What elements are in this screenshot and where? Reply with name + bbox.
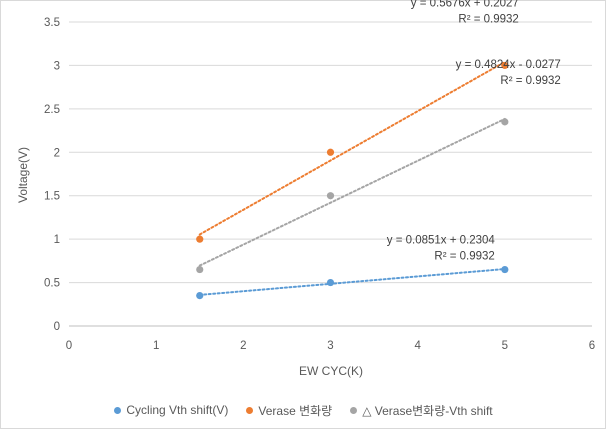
y-tick-label: 0 [54, 321, 60, 333]
legend-label: Cycling Vth shift(V) [126, 403, 229, 417]
y-tick-label: 2 [54, 147, 60, 159]
y-tick-label: 1 [54, 234, 60, 246]
y-tick-label: 2.5 [44, 104, 60, 116]
x-tick-label: 1 [153, 340, 159, 352]
x-tick-label: 2 [240, 340, 246, 352]
legend-marker-gray [350, 406, 358, 414]
trendline-annotations: y = 0.0851x + 0.2304 R² = 0.9932 y = 0.567… [387, 0, 561, 263]
x-tick-label: 0 [66, 340, 72, 352]
x-tick-label: 6 [589, 340, 595, 352]
x-tick-label: 4 [414, 340, 421, 352]
legend-item-verase-change: Verase 변화량 [246, 402, 332, 419]
y-tick-label: 0.5 [44, 278, 60, 290]
data-point [501, 118, 509, 126]
data-point [196, 235, 204, 243]
y-tick-label: 3 [54, 60, 60, 72]
legend: Cycling Vth shift(V) Verase 변화량 △ Verase… [0, 398, 607, 422]
y-axis-title: Voltage(V) [16, 147, 30, 203]
data-point [196, 265, 204, 274]
trendline [198, 117, 506, 267]
trendline-equation: y = 0.0851x + 0.2304 [387, 235, 496, 247]
x-axis-title: EW CYC(K) [299, 364, 363, 378]
trendlines [198, 60, 506, 296]
data-point [501, 265, 509, 274]
legend-marker-orange [246, 406, 254, 414]
trendline-equation: y = 0.4824x - 0.0277 [456, 59, 561, 71]
data-point [501, 61, 509, 70]
trendline-equation: y = 0.5676x + 0.2027 [411, 0, 519, 9]
trendline [198, 268, 506, 296]
data-point [326, 278, 335, 287]
legend-label: Verase 변화량 [258, 403, 333, 418]
legend-label: △ Verase변화량-Vth shift [362, 403, 493, 418]
trendline-r-squared: R² = 0.9932 [458, 13, 518, 25]
x-tick-label: 5 [502, 340, 508, 352]
data-point [326, 148, 335, 156]
trendline-r-squared: R² = 0.9932 [434, 251, 494, 263]
y-tick-label: 3.5 [44, 17, 60, 29]
legend-item-verase-minus-vth: △ Verase변화량-Vth shift [350, 402, 493, 419]
legend-item-cycling-vth-shift: Cycling Vth shift(V) [114, 403, 228, 417]
data-points [196, 61, 509, 300]
data-point [326, 192, 335, 200]
tick-labels: 0 0.5 1 1.5 2 2.5 3 3.5 0 1 2 3 4 5 6 [44, 17, 595, 352]
x-tick-label: 3 [327, 340, 333, 352]
data-point [196, 292, 204, 300]
trendline [198, 60, 506, 236]
trendline-r-squared: R² = 0.9932 [500, 75, 560, 87]
y-tick-label: 1.5 [44, 191, 60, 203]
legend-marker-blue [114, 406, 122, 414]
